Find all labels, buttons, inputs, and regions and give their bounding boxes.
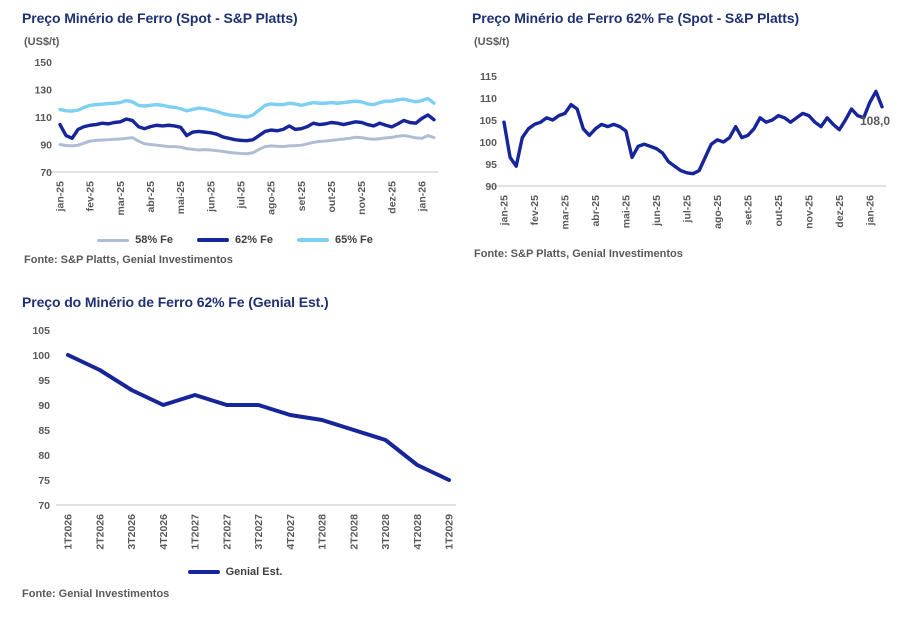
x-axis-tick-label: abr-25	[590, 195, 602, 227]
chart-iron-ore-62fe-genial-estimate: Preço do Minério de Ferro 62% Fe (Genial…	[10, 290, 460, 625]
last-value-label: 108,0	[860, 114, 890, 128]
x-axis-tick-label: jan-25	[55, 181, 67, 213]
x-axis-tick-label: jul-25	[681, 195, 693, 224]
y-axis-tick-label: 95	[485, 159, 497, 171]
legend-label: Genial Est.	[225, 566, 283, 578]
x-axis-tick-label: jan-26	[416, 181, 428, 213]
source-note: Fonte: S&P Platts, Genial Investimentos	[474, 248, 683, 260]
legend-swatch	[97, 238, 130, 242]
x-axis-tick-label: out-25	[326, 181, 338, 213]
legend-item-65-fe: 65% Fe	[296, 234, 373, 246]
plot-area: 105 100 95 90 85 80 75 70 1T2026 2T2026 3T2026 4T20…	[32, 325, 456, 550]
x-axis-tick-label: mar-25	[559, 195, 571, 230]
legend-item-58-fe: 58% Fe	[97, 234, 173, 246]
legend-label: 58% Fe	[135, 234, 174, 246]
chart-iron-ore-62fe-spot: Preço Minério de Ferro 62% Fe (Spot - S&…	[462, 8, 909, 282]
x-axis-tick-label: dez-25	[834, 195, 846, 228]
legend-item-genial-est: Genial Est.	[187, 566, 283, 578]
y-axis-tick-label: 70	[40, 167, 52, 179]
y-axis-tick-label: 75	[38, 475, 50, 487]
x-axis-tick-label: fev-25	[529, 195, 541, 226]
legend-item-62-fe: 62% Fe	[197, 234, 273, 246]
x-axis-tick-label: nov-25	[356, 181, 368, 215]
x-axis-tick-label: 4T2026	[158, 514, 170, 550]
x-axis-tick-label: jan-25	[499, 195, 511, 227]
x-axis-tick-label: 2T2027	[221, 514, 233, 550]
series-line-genial-est	[66, 353, 451, 482]
source-note: Fonte: Genial Investimentos	[22, 588, 170, 600]
x-axis-tick-label: 2T2028	[348, 514, 360, 550]
y-axis-tick-label: 90	[485, 181, 497, 193]
x-axis-tick-label: set-25	[742, 195, 754, 226]
x-axis-tick-label: nov-25	[803, 195, 815, 229]
x-axis-tick-label: mai-25	[620, 195, 632, 228]
x-axis-tick-label: jan-26	[864, 195, 876, 227]
y-axis-tick-label: 90	[40, 140, 52, 152]
x-axis-tick-label: jun-25	[651, 195, 663, 227]
x-axis-tick-label: jul-25	[235, 181, 247, 210]
chart-title: Preço Minério de Ferro (Spot - S&P Platt…	[22, 10, 298, 26]
y-axis-tick-label: 105	[32, 325, 50, 337]
x-axis-tick-label: abr-25	[145, 181, 157, 213]
legend-label: 62% Fe	[235, 234, 273, 246]
x-axis-tick-label: 4T2028	[412, 514, 424, 550]
y-axis-tick-label: 110	[35, 112, 52, 124]
y-axis-tick-label: 130	[34, 85, 52, 97]
chart-title: Preço Minério de Ferro 62% Fe (Spot - S&…	[472, 10, 800, 26]
axis-unit-label: (US$/t)	[474, 36, 510, 48]
legend-swatch	[197, 238, 230, 242]
chart-legend: Genial Est.	[10, 564, 460, 580]
legend-label: 65% Fe	[334, 234, 373, 246]
y-axis-tick-label: 85	[38, 425, 50, 437]
x-axis-tick-label: mai-25	[175, 181, 187, 214]
x-axis-tick-label: 4T2027	[285, 514, 297, 550]
x-axis-tick-label: 1T2026	[63, 514, 75, 550]
series-line-62-fe	[502, 89, 884, 176]
x-axis-tick-label: 1T2029	[444, 514, 456, 550]
series-line-58-fe	[58, 134, 436, 156]
x-axis-tick-label: dez-25	[386, 181, 398, 214]
series-line-65-fe	[58, 96, 436, 119]
x-axis-tick-label: 2T2026	[94, 514, 106, 550]
x-axis-tick-label: 1T2027	[190, 514, 202, 550]
x-axis-tick-label: mar-25	[115, 181, 127, 216]
x-axis-tick-label: ago-25	[712, 195, 724, 229]
x-axis-tick-label: 3T2026	[126, 514, 138, 550]
x-axis-tick-label: 1T2028	[317, 514, 329, 550]
y-axis-tick-label: 100	[479, 137, 497, 149]
y-axis-tick-label: 70	[38, 500, 50, 512]
y-axis-tick-label: 100	[32, 350, 50, 362]
chart-iron-ore-spot-grades: Preço Minério de Ferro (Spot - S&P Platt…	[10, 8, 460, 282]
y-axis-tick-label: 80	[38, 450, 50, 462]
source-note: Fonte: S&P Platts, Genial Investimentos	[24, 254, 233, 266]
x-axis-tick-label: 3T2028	[380, 514, 392, 550]
x-axis-tick-label: ago-25	[266, 181, 278, 215]
x-axis-tick-label: jun-25	[205, 181, 217, 213]
y-axis-tick-label: 110	[480, 93, 497, 105]
x-axis-tick-label: set-25	[296, 181, 308, 212]
y-axis-tick-label: 105	[479, 115, 497, 127]
series-line-62-fe	[58, 113, 436, 143]
legend-swatch	[296, 238, 329, 242]
y-axis-tick-label: 115	[480, 71, 497, 83]
chart-legend: 58% Fe 62% Fe 65% Fe	[10, 232, 460, 248]
y-axis-tick-label: 150	[34, 57, 52, 69]
y-axis-tick-label: 95	[38, 375, 50, 387]
x-axis-tick-label: fev-25	[85, 181, 97, 212]
legend-swatch	[187, 570, 220, 574]
chart-title: Preço do Minério de Ferro 62% Fe (Genial…	[22, 294, 329, 310]
x-axis-tick-label: 3T2027	[253, 514, 265, 550]
axis-unit-label: (US$/t)	[24, 36, 60, 48]
y-axis-tick-label: 90	[38, 400, 50, 412]
x-axis-tick-label: out-25	[773, 195, 785, 227]
